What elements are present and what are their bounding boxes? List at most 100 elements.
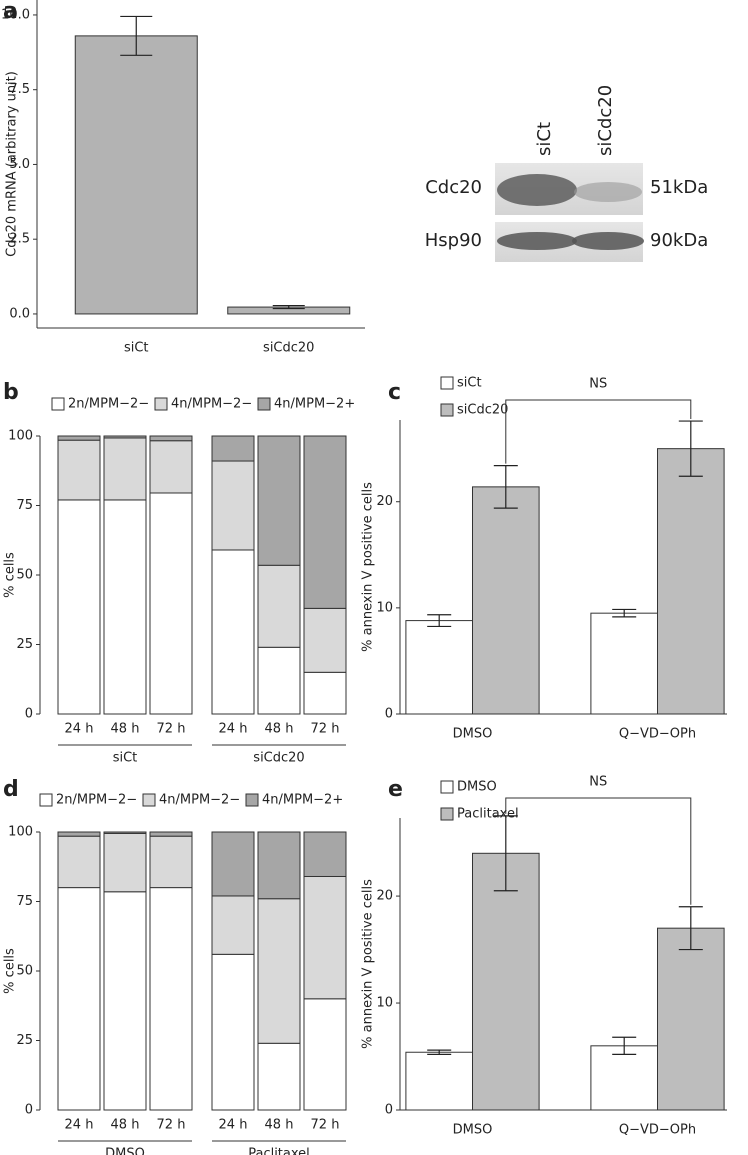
bar-segment <box>211 953 255 1111</box>
bar-segment <box>303 435 347 609</box>
y-tick-label: 50 <box>16 568 33 583</box>
legend-label: 2n/MPM−2− <box>68 397 149 412</box>
legend-swatch <box>154 397 168 411</box>
y-axis-label: Cdc20 mRNA (arbitrary unit) <box>5 71 20 257</box>
x-tick-label: 48 h <box>265 722 294 737</box>
legend-label: 4n/MPM−2− <box>171 397 252 412</box>
legend-label: Paclitaxel <box>457 807 519 822</box>
lane-label: siCdc20 <box>595 85 616 156</box>
bar-segment <box>103 831 147 834</box>
y-tick-label: 25 <box>16 637 33 652</box>
legend-label: 4n/MPM−2− <box>159 793 240 808</box>
y-tick-label: 0 <box>25 707 33 722</box>
error-bar <box>678 906 703 951</box>
bar-segment <box>257 831 301 900</box>
panel-letter: e <box>388 777 403 802</box>
y-tick-label: 75 <box>16 894 33 909</box>
legend-swatch <box>440 780 454 794</box>
y-axis-label: % annexin V positive cells <box>361 482 376 652</box>
bar-segment <box>149 887 193 1111</box>
y-tick-label: 2.5 <box>9 232 30 247</box>
y-axis-label: % cells <box>3 552 18 598</box>
bar-segment <box>303 831 347 877</box>
y-tick-label: 25 <box>16 1033 33 1048</box>
bar <box>657 927 725 1111</box>
significance-bracket <box>505 399 692 464</box>
bar-segment <box>57 499 101 715</box>
protein-label: Hsp90 <box>425 230 482 251</box>
legend-swatch <box>142 793 156 807</box>
x-tick-label: 24 h <box>219 722 248 737</box>
legend-label: 4n/MPM−2+ <box>262 793 343 808</box>
bar-segment <box>257 564 301 648</box>
bar-segment <box>211 549 255 715</box>
y-tick-label: 0.0 <box>9 306 30 321</box>
legend-swatch <box>257 397 271 411</box>
panel-letter: b <box>3 380 19 405</box>
y-tick-label: 7.5 <box>9 82 30 97</box>
x-tick-label: 24 h <box>65 1118 94 1133</box>
x-tick-label: 24 h <box>219 1118 248 1133</box>
western-blot: siCt siCdc20 Cdc20 Hsp90 51kDa 90kDa <box>425 85 708 262</box>
y-tick-label: 50 <box>16 964 33 979</box>
panel-letter: c <box>388 380 401 405</box>
bar <box>405 620 473 715</box>
y-tick-label: 10 <box>376 996 393 1011</box>
blot-band <box>497 232 577 250</box>
y-tick-label: 10.0 <box>1 7 30 22</box>
y-axis-label: % annexin V positive cells <box>361 879 376 1049</box>
bar-segment <box>103 499 147 715</box>
blot-band <box>572 232 644 250</box>
group-label: DMSO <box>105 1147 145 1155</box>
panel-letter: a <box>3 0 18 24</box>
x-tick-label: DMSO <box>453 727 493 742</box>
bar-segment <box>303 998 347 1111</box>
legend-swatch <box>440 403 454 417</box>
bar <box>405 1051 473 1111</box>
x-tick-label: 72 h <box>311 722 340 737</box>
x-tick-label: 72 h <box>311 1118 340 1133</box>
legend-swatch <box>51 397 65 411</box>
bar-segment <box>57 435 101 441</box>
bar-segment <box>149 492 193 715</box>
x-tick-label: siCdc20 <box>263 341 314 356</box>
legend-label: 2n/MPM−2− <box>56 793 137 808</box>
group-label: Paclitaxel <box>248 1147 310 1155</box>
error-bar <box>493 815 518 892</box>
x-tick-label: 48 h <box>111 1118 140 1133</box>
bar-segment <box>149 835 193 889</box>
y-tick-label: 0 <box>385 1103 393 1118</box>
bar-segment <box>149 831 193 837</box>
bar-segment <box>103 437 147 501</box>
error-bar <box>427 1049 452 1055</box>
y-tick-label: 20 <box>376 889 393 904</box>
bar-segment <box>149 435 193 442</box>
y-tick-label: 100 <box>8 429 33 444</box>
x-tick-label: 48 h <box>111 722 140 737</box>
x-tick-label: siCt <box>124 341 149 356</box>
bar <box>657 448 725 715</box>
x-tick-label: Q−VD−OPh <box>619 727 696 742</box>
bar <box>472 852 540 1111</box>
legend-swatch <box>245 793 259 807</box>
x-tick-label: 24 h <box>65 722 94 737</box>
error-bar <box>612 608 637 618</box>
bar-segment <box>103 435 147 439</box>
bar-segment <box>57 887 101 1111</box>
protein-label: Cdc20 <box>425 177 482 198</box>
size-label: 51kDa <box>650 177 708 198</box>
bar-segment <box>211 831 255 897</box>
x-tick-label: DMSO <box>453 1123 493 1138</box>
blot-band <box>497 174 577 206</box>
y-tick-label: 100 <box>8 825 33 840</box>
significance-bracket <box>505 797 692 905</box>
legend-swatch <box>440 376 454 390</box>
bar-segment <box>57 835 101 889</box>
group-label: siCt <box>113 751 138 766</box>
y-tick-label: 10 <box>376 600 393 615</box>
bar <box>590 612 659 715</box>
bar-segment <box>211 895 255 955</box>
x-tick-label: Q−VD−OPh <box>619 1123 696 1138</box>
bar-segment <box>257 435 301 566</box>
